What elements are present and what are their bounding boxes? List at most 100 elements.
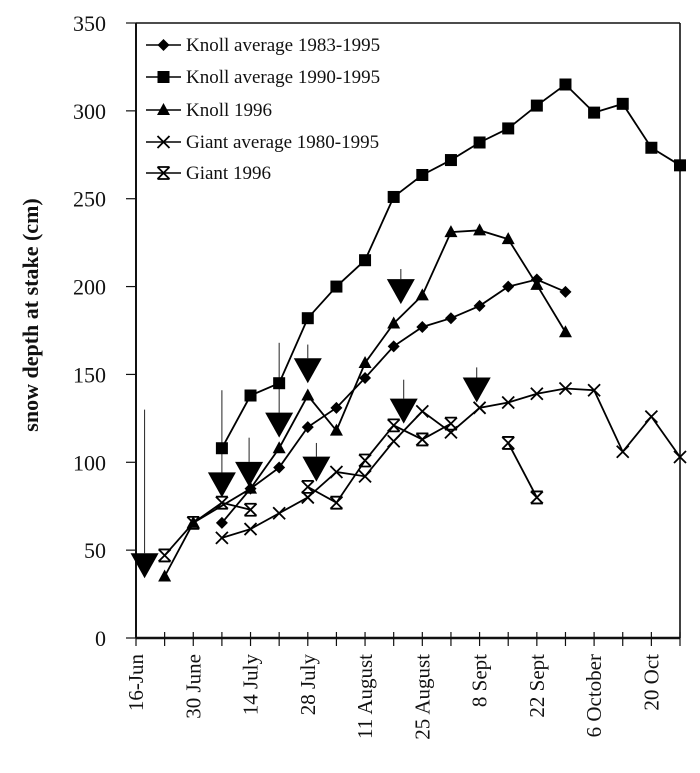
data-point: [244, 481, 258, 494]
data-point: [473, 223, 487, 236]
event-markers: [130, 269, 491, 579]
data-point: [301, 388, 315, 401]
data-point: [215, 495, 229, 510]
data-point: [243, 522, 258, 536]
data-point: [530, 387, 544, 401]
data-point: [502, 122, 515, 135]
x-tick-label: 11 August: [353, 654, 377, 739]
data-point: [530, 99, 543, 112]
data-point: [473, 136, 486, 149]
data-point: [645, 141, 658, 154]
data-point: [243, 502, 258, 517]
legend-label: Giant 1996: [186, 163, 271, 184]
series-line: [221, 387, 681, 539]
y-tick-label: 150: [73, 362, 106, 387]
axes: [135, 22, 681, 640]
event-triangle-marker: [462, 377, 491, 403]
data-point: [301, 421, 314, 434]
x-tick-label: 30 June: [181, 654, 205, 719]
data-point: [273, 461, 286, 474]
x-tick-label: 6 October: [582, 654, 606, 737]
event-triangle-marker: [130, 553, 159, 579]
series-knoll-average-1990-1995: [215, 78, 686, 455]
y-tick-label: 50: [84, 538, 106, 563]
x-tick-label: 28 July: [296, 654, 320, 716]
x-tick-label: 20 Oct: [639, 654, 663, 711]
y-tick-label: 100: [73, 450, 106, 475]
data-point: [473, 299, 486, 312]
data-point: [387, 190, 400, 203]
legend-marker-icon: [156, 135, 171, 149]
data-point: [558, 381, 573, 396]
legend-item: Giant 1996: [146, 163, 271, 184]
data-point: [359, 371, 372, 384]
x-tick-label: 22 Sept: [525, 654, 549, 718]
legend-item: Knoll average 1983-1995: [146, 35, 380, 56]
data-point: [530, 490, 544, 505]
data-point: [587, 383, 601, 397]
data-point: [329, 495, 344, 510]
legend-marker-icon: [157, 71, 170, 83]
data-point: [559, 78, 572, 91]
legend-label: Knoll 1996: [186, 100, 272, 121]
y-tick-label: 0: [95, 626, 106, 651]
data-point: [387, 434, 401, 448]
x-tick-label: 14 July: [239, 654, 263, 716]
series-knoll-average-1983-1995: [215, 273, 572, 529]
data-point: [329, 465, 344, 479]
event-triangle-marker: [293, 358, 322, 384]
data-point: [387, 316, 401, 329]
legend-label: Knoll average 1990-1995: [186, 67, 380, 88]
legend-marker-icon: [157, 39, 170, 51]
event-triangle-marker: [235, 461, 264, 487]
data-point: [673, 450, 687, 464]
data-point: [588, 106, 601, 119]
data-point: [502, 280, 515, 293]
data-point: [616, 97, 629, 110]
legend: Knoll average 1983-1995 Knoll average 199…: [146, 35, 380, 184]
series-giant-1996: [157, 416, 544, 563]
data-point: [301, 479, 315, 494]
data-point: [186, 516, 200, 530]
data-point: [444, 416, 458, 431]
event-triangle-marker: [386, 279, 415, 305]
y-tick-label: 200: [73, 275, 106, 300]
data-point: [273, 377, 286, 390]
data-point: [272, 441, 286, 454]
data-point: [215, 442, 228, 455]
data-point: [330, 401, 343, 414]
data-point: [616, 445, 630, 459]
legend-marker-icon: [156, 166, 171, 180]
data-point: [415, 404, 429, 418]
legend-label: Knoll average 1983-1995: [186, 35, 380, 56]
data-point: [530, 277, 544, 290]
data-point: [674, 159, 686, 172]
y-axis-ticks: 0 50 100 150 200 250 300 350: [73, 11, 136, 651]
series-line: [163, 229, 567, 577]
event-triangle-marker: [302, 456, 331, 482]
event-triangle-marker: [265, 412, 294, 438]
y-tick-label: 250: [73, 187, 106, 212]
series-line: [163, 501, 251, 557]
data-point: [416, 168, 429, 181]
data-point: [387, 418, 401, 433]
data-point: [329, 423, 343, 436]
data-point: [444, 225, 458, 238]
data-point: [472, 401, 487, 415]
event-triangle-marker: [207, 472, 236, 498]
data-point: [358, 469, 372, 483]
data-point: [158, 569, 172, 582]
data-point: [644, 409, 659, 424]
data-point: [559, 285, 572, 298]
series-giant-average-1980-1995: [215, 381, 687, 545]
data-point: [501, 232, 515, 245]
data-point: [244, 389, 257, 402]
y-tick-label: 300: [73, 99, 106, 124]
data-point: [558, 325, 572, 338]
series-group: [157, 78, 687, 582]
data-point: [444, 312, 457, 325]
data-point: [415, 432, 429, 447]
legend-marker-icon: [157, 103, 170, 115]
data-point: [416, 320, 429, 333]
